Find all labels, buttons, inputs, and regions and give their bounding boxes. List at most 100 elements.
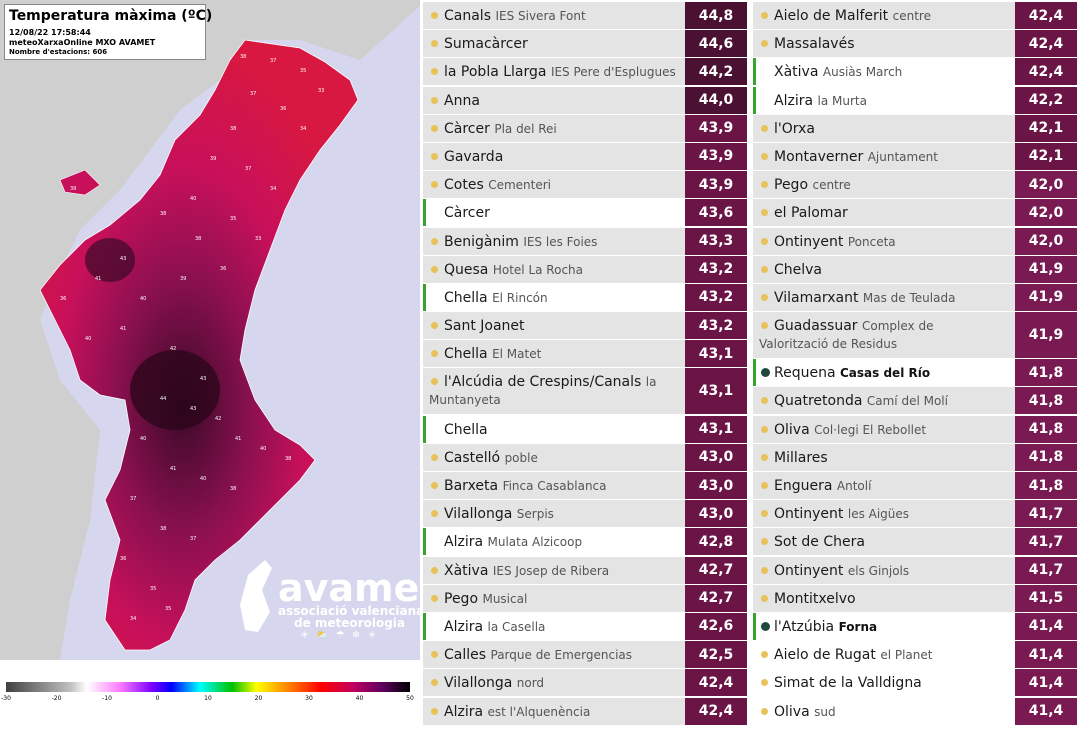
- station-dot-icon: [761, 124, 768, 132]
- station-dot-icon: [431, 96, 438, 104]
- station-detail: El Matet: [492, 347, 542, 362]
- neighbor-land: [0, 0, 420, 660]
- station-detail: Antolí: [836, 479, 872, 493]
- svg-text:36: 36: [280, 106, 286, 112]
- temperature-value: 41,7: [1015, 528, 1077, 556]
- station-dot-icon: [761, 265, 768, 273]
- table-row: la Pobla Llarga IES Pere d'Esplugues 44,2: [423, 58, 747, 86]
- station-town: el Palomar: [774, 205, 848, 222]
- new-station-indicator: [753, 612, 756, 640]
- station-detail: centre: [892, 9, 931, 23]
- station-name: Anna: [444, 93, 680, 109]
- station-labels: 38 37 35 33 37 36 34 38 39 37 34 40 38 35 33 43 41 40…: [60, 54, 324, 622]
- temperature-value: 43,0: [685, 472, 747, 499]
- station-name: Sant Joanet: [444, 318, 680, 334]
- svg-text:42: 42: [170, 346, 176, 352]
- station-town: Quesa: [444, 261, 489, 278]
- temperature-value: 41,9: [1015, 255, 1077, 283]
- svg-text:34: 34: [270, 186, 276, 192]
- table-row: Càrcer Pla del Rei 43,9: [423, 114, 747, 142]
- station-town: Xàtiva: [444, 562, 489, 579]
- svg-text:40: 40: [140, 436, 146, 442]
- station-town: Enguera: [774, 478, 833, 494]
- station-name: Ontinyent Ponceta: [774, 234, 1010, 250]
- station-detail: Camí del Molí: [866, 394, 948, 409]
- station-town: Simat de la Valldigna: [774, 675, 922, 692]
- temperature-value: 42,5: [685, 641, 747, 669]
- station-town: Millares: [774, 449, 828, 466]
- station-town: Pego: [444, 590, 479, 607]
- table-row: Chella El Matet 43,1: [423, 340, 747, 368]
- station-detail: centre: [812, 178, 851, 193]
- region-map: 38 37 35 33 37 36 34 38 39 37 34 40 38 35 33 43 41 40…: [0, 0, 420, 660]
- temperature-map: 38 37 35 33 37 36 34 38 39 37 34 40 38 35 33 43 41 40…: [0, 0, 438, 733]
- map-station-count: Nombre d'estacions: 606: [9, 48, 108, 56]
- station-detail: la Casella: [487, 619, 546, 634]
- station-town: Pego: [774, 177, 809, 194]
- map-source: meteoXarxaOnline MXO AVAMET: [9, 38, 156, 47]
- map-datetime: 12/08/22 17:58:44: [9, 28, 91, 37]
- station-dot-icon: [431, 322, 438, 330]
- station-name: el Palomar: [774, 205, 1010, 221]
- station-town: Montitxelvo: [774, 590, 856, 607]
- table-row: Chella El Rincón 43,2: [423, 283, 747, 311]
- table-row: l'Atzúbia Forna 41,4: [753, 612, 1077, 640]
- station-dot-icon: [761, 152, 768, 160]
- valencian-region: [39, 39, 359, 651]
- svg-text:41: 41: [235, 436, 241, 442]
- station-dot-icon: [431, 679, 438, 687]
- station-name: la Pobla Llarga IES Pere d'Esplugues: [444, 64, 680, 80]
- station-name: Enguera Antolí: [774, 478, 1010, 494]
- svg-text:40: 40: [260, 446, 266, 452]
- svg-text:41: 41: [120, 326, 126, 332]
- station-name: Requena Casas del Río: [774, 365, 1010, 381]
- svg-text:40: 40: [85, 336, 91, 342]
- station-town: l'Orxa: [774, 120, 816, 137]
- station-dot-icon: [761, 209, 768, 217]
- station-detail: IES Sivera Font: [495, 9, 586, 23]
- station-name: Quesa Hotel La Rocha: [444, 262, 680, 278]
- station-detail: est l'Alquenència: [487, 704, 591, 719]
- temperature-value: 41,7: [1015, 556, 1077, 584]
- temperature-value: 42,7: [685, 556, 747, 584]
- temperature-value: 42,4: [1015, 30, 1077, 58]
- station-name: Chella El Matet: [444, 346, 680, 362]
- station-detail: Musical: [482, 591, 528, 606]
- station-dot-icon: [431, 566, 438, 574]
- temperature-value: 41,4: [1015, 697, 1077, 725]
- station-town: Gavarda: [444, 148, 504, 165]
- station-detail: Mas de Teulada: [862, 290, 956, 305]
- table-row: Sumacàrcer 44,6: [423, 30, 747, 58]
- station-dot-icon: [431, 265, 438, 273]
- svg-text:40: 40: [200, 476, 206, 482]
- station-dot-icon: [431, 510, 438, 518]
- temperature-value: 41,8: [1015, 359, 1077, 387]
- svg-text:43: 43: [120, 256, 126, 262]
- station-dot-icon: [761, 594, 768, 602]
- temperature-value: 41,9: [1015, 283, 1077, 311]
- table-row: Guadassuar Complex de Valorització de Re…: [753, 312, 1077, 359]
- station-dot-icon: [761, 566, 768, 574]
- temperature-value: 41,4: [1015, 641, 1077, 669]
- station-detail: IES les Foies: [523, 234, 598, 249]
- hot-inland: [85, 238, 135, 282]
- station-name: Chella: [444, 422, 680, 438]
- svg-text:34: 34: [130, 616, 136, 622]
- station-name: Cotes Cementeri: [444, 177, 680, 193]
- station-town: Aielo de Malferit: [774, 8, 889, 24]
- table-row: Pego Musical 42,7: [423, 584, 747, 612]
- station-name: Millares: [774, 450, 1010, 466]
- brand-subtitle-2: de meteorologia: [294, 616, 405, 630]
- new-station-indicator: [753, 86, 756, 114]
- station-town: Quatretonda: [774, 393, 863, 410]
- table-row: Quesa Hotel La Rocha 43,2: [423, 255, 747, 283]
- station-town: la Pobla Llarga: [444, 64, 547, 81]
- temperature-value: 43,1: [685, 340, 747, 368]
- temperature-value: 42,0: [1015, 199, 1077, 227]
- table-row: Oliva sud 41,4: [753, 697, 1077, 725]
- table-row: Montaverner Ajuntament 42,1: [753, 142, 1077, 170]
- brand-subtitle-1: associació valenciana: [278, 604, 425, 618]
- table-row: Requena Casas del Río 41,8: [753, 359, 1077, 387]
- station-name: Chelva: [774, 262, 1010, 278]
- station-dot-icon: [431, 651, 438, 659]
